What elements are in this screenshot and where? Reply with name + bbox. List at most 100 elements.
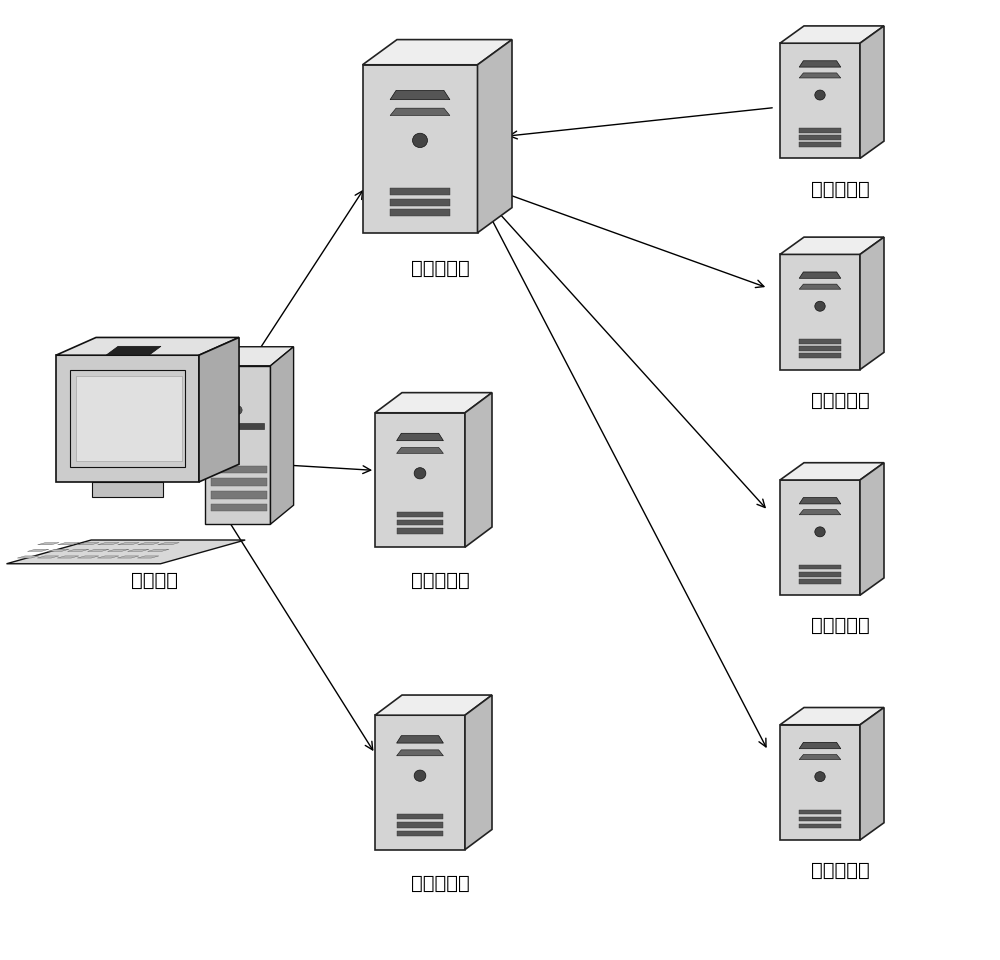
Text: 二级服务器: 二级服务器 bbox=[811, 616, 869, 636]
Polygon shape bbox=[799, 497, 841, 504]
Polygon shape bbox=[780, 254, 860, 370]
Polygon shape bbox=[799, 60, 841, 67]
Text: 二级服务器: 二级服务器 bbox=[811, 391, 869, 410]
Polygon shape bbox=[397, 830, 443, 836]
Polygon shape bbox=[76, 376, 182, 461]
Polygon shape bbox=[375, 393, 492, 413]
Polygon shape bbox=[199, 338, 239, 482]
Text: 二级服务器: 二级服务器 bbox=[811, 861, 869, 880]
Polygon shape bbox=[88, 549, 109, 551]
Polygon shape bbox=[799, 284, 841, 289]
Polygon shape bbox=[98, 542, 119, 544]
Polygon shape bbox=[375, 695, 492, 715]
Polygon shape bbox=[397, 433, 443, 441]
Polygon shape bbox=[106, 347, 161, 355]
Polygon shape bbox=[478, 39, 512, 233]
Polygon shape bbox=[799, 142, 841, 147]
Polygon shape bbox=[799, 73, 841, 78]
Polygon shape bbox=[860, 237, 884, 370]
Polygon shape bbox=[375, 715, 465, 850]
Circle shape bbox=[815, 772, 825, 781]
Polygon shape bbox=[148, 549, 169, 551]
Polygon shape bbox=[47, 549, 69, 551]
Polygon shape bbox=[211, 466, 267, 473]
Polygon shape bbox=[799, 824, 841, 828]
Polygon shape bbox=[397, 823, 443, 828]
Polygon shape bbox=[27, 549, 49, 551]
Polygon shape bbox=[397, 814, 443, 820]
Polygon shape bbox=[205, 366, 270, 524]
Polygon shape bbox=[128, 549, 149, 551]
Polygon shape bbox=[465, 695, 492, 850]
Polygon shape bbox=[77, 556, 99, 558]
Polygon shape bbox=[397, 512, 443, 517]
Circle shape bbox=[815, 301, 825, 311]
Polygon shape bbox=[799, 742, 841, 749]
Polygon shape bbox=[780, 26, 884, 43]
Polygon shape bbox=[70, 371, 185, 467]
Polygon shape bbox=[799, 572, 841, 577]
Polygon shape bbox=[799, 564, 841, 569]
Text: 二级服务器: 二级服务器 bbox=[811, 180, 869, 199]
Circle shape bbox=[414, 770, 426, 781]
Polygon shape bbox=[67, 549, 89, 551]
Polygon shape bbox=[58, 542, 79, 544]
Polygon shape bbox=[211, 478, 267, 486]
Polygon shape bbox=[56, 355, 199, 482]
Polygon shape bbox=[397, 750, 443, 756]
Circle shape bbox=[815, 90, 825, 100]
Polygon shape bbox=[799, 272, 841, 278]
Polygon shape bbox=[799, 579, 841, 584]
Polygon shape bbox=[390, 199, 450, 205]
Polygon shape bbox=[799, 817, 841, 822]
Circle shape bbox=[233, 406, 242, 415]
Polygon shape bbox=[270, 347, 294, 524]
Text: 一级服务器: 一级服务器 bbox=[411, 571, 469, 590]
Text: 一级服务器: 一级服务器 bbox=[411, 874, 469, 893]
Polygon shape bbox=[37, 556, 59, 558]
Polygon shape bbox=[799, 347, 841, 351]
Polygon shape bbox=[799, 339, 841, 344]
Polygon shape bbox=[92, 482, 163, 497]
Polygon shape bbox=[211, 422, 264, 429]
Circle shape bbox=[414, 468, 426, 479]
Polygon shape bbox=[465, 393, 492, 547]
Polygon shape bbox=[57, 556, 79, 558]
Polygon shape bbox=[390, 209, 450, 216]
Polygon shape bbox=[56, 338, 239, 355]
Polygon shape bbox=[799, 510, 841, 515]
Circle shape bbox=[413, 133, 427, 148]
Polygon shape bbox=[799, 128, 841, 132]
Polygon shape bbox=[158, 542, 179, 544]
Polygon shape bbox=[860, 26, 884, 158]
Polygon shape bbox=[390, 188, 450, 195]
Polygon shape bbox=[799, 135, 841, 140]
Polygon shape bbox=[780, 480, 860, 595]
Polygon shape bbox=[799, 809, 841, 814]
Polygon shape bbox=[17, 556, 39, 558]
Polygon shape bbox=[362, 65, 478, 233]
Polygon shape bbox=[375, 413, 465, 547]
Polygon shape bbox=[97, 556, 119, 558]
Polygon shape bbox=[780, 237, 884, 254]
Polygon shape bbox=[6, 540, 245, 564]
Polygon shape bbox=[397, 528, 443, 534]
Polygon shape bbox=[860, 708, 884, 840]
Polygon shape bbox=[362, 39, 512, 65]
Polygon shape bbox=[211, 504, 267, 512]
Polygon shape bbox=[799, 353, 841, 358]
Polygon shape bbox=[211, 491, 267, 499]
Polygon shape bbox=[137, 556, 159, 558]
Polygon shape bbox=[397, 520, 443, 525]
Polygon shape bbox=[780, 43, 860, 158]
Polygon shape bbox=[780, 708, 884, 725]
Polygon shape bbox=[860, 463, 884, 595]
Polygon shape bbox=[390, 90, 450, 100]
Polygon shape bbox=[38, 542, 59, 544]
Polygon shape bbox=[390, 108, 450, 115]
Polygon shape bbox=[108, 549, 129, 551]
Circle shape bbox=[815, 527, 825, 537]
Polygon shape bbox=[780, 463, 884, 480]
Text: 应用系统: 应用系统 bbox=[132, 571, 178, 590]
Polygon shape bbox=[397, 447, 443, 453]
